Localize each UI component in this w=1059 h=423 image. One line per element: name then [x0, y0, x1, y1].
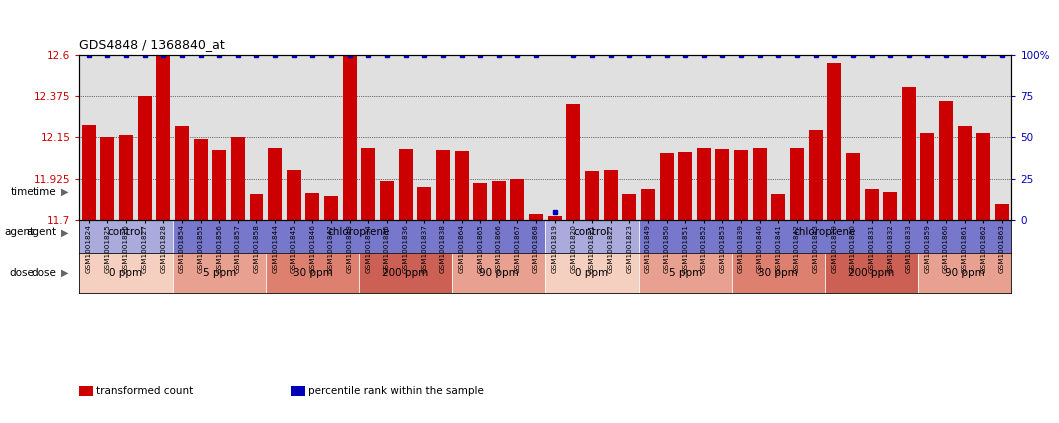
- Bar: [957, 126, 972, 220]
- Bar: [585, 171, 599, 220]
- Bar: [883, 192, 897, 220]
- Bar: [995, 204, 1009, 220]
- Bar: [268, 148, 282, 220]
- Text: agent: agent: [26, 228, 56, 237]
- Bar: [918, 253, 1011, 294]
- Text: chloroprene: chloroprene: [328, 228, 390, 237]
- Bar: [771, 194, 786, 220]
- Text: 0 ppm: 0 ppm: [575, 268, 609, 278]
- Text: 90 ppm: 90 ppm: [479, 268, 519, 278]
- Bar: [678, 152, 693, 220]
- Bar: [920, 133, 934, 220]
- Bar: [287, 170, 301, 220]
- Bar: [530, 214, 543, 220]
- Bar: [305, 193, 320, 220]
- Text: ▶: ▶: [60, 187, 68, 197]
- Text: 5 d: 5 d: [304, 187, 321, 197]
- Bar: [753, 148, 767, 220]
- Bar: [82, 125, 95, 220]
- Bar: [825, 253, 918, 294]
- Bar: [173, 253, 266, 294]
- Bar: [827, 63, 841, 220]
- Bar: [939, 101, 953, 220]
- Bar: [660, 153, 674, 220]
- Bar: [212, 150, 227, 220]
- Bar: [545, 212, 639, 253]
- Bar: [846, 153, 860, 220]
- Bar: [976, 133, 990, 220]
- Bar: [567, 104, 580, 220]
- Bar: [361, 148, 375, 220]
- Bar: [101, 137, 114, 220]
- Bar: [716, 149, 730, 220]
- Bar: [436, 150, 450, 220]
- Bar: [173, 212, 545, 253]
- Text: 200 ppm: 200 ppm: [848, 268, 895, 278]
- Bar: [380, 181, 394, 220]
- Text: time: time: [11, 187, 35, 197]
- Bar: [732, 253, 825, 294]
- Text: agent: agent: [4, 228, 35, 237]
- Bar: [902, 87, 916, 220]
- Text: time: time: [33, 187, 56, 197]
- Bar: [157, 55, 170, 220]
- Bar: [491, 181, 506, 220]
- Bar: [398, 149, 413, 220]
- Bar: [623, 194, 636, 220]
- Text: 5 ppm: 5 ppm: [668, 268, 702, 278]
- Text: 200 ppm: 200 ppm: [382, 268, 429, 278]
- Bar: [417, 187, 431, 220]
- Text: percentile rank within the sample: percentile rank within the sample: [308, 386, 484, 396]
- Bar: [119, 135, 133, 220]
- Text: 30 ppm: 30 ppm: [292, 268, 333, 278]
- Bar: [452, 253, 545, 294]
- Bar: [545, 253, 639, 294]
- Bar: [79, 253, 173, 294]
- Bar: [790, 148, 804, 220]
- Bar: [864, 189, 879, 220]
- Text: ▶: ▶: [60, 268, 68, 278]
- Text: 90 ppm: 90 ppm: [945, 268, 985, 278]
- Text: 15 d: 15 d: [767, 187, 790, 197]
- Bar: [194, 139, 208, 220]
- Text: control: control: [574, 228, 610, 237]
- Bar: [641, 189, 654, 220]
- Bar: [510, 179, 524, 220]
- Bar: [266, 253, 359, 294]
- Bar: [604, 170, 617, 220]
- Bar: [138, 96, 151, 220]
- Bar: [359, 253, 452, 294]
- Text: 5 ppm: 5 ppm: [202, 268, 236, 278]
- Bar: [324, 196, 338, 220]
- Bar: [545, 171, 1011, 212]
- Bar: [343, 55, 357, 220]
- Text: ▶: ▶: [60, 228, 68, 237]
- Bar: [639, 212, 1011, 253]
- Bar: [231, 137, 245, 220]
- Bar: [548, 216, 561, 220]
- Bar: [454, 151, 468, 220]
- Text: dose: dose: [32, 268, 56, 278]
- Text: 0 ppm: 0 ppm: [109, 268, 143, 278]
- Bar: [79, 171, 545, 212]
- Bar: [639, 253, 732, 294]
- Text: chloroprene: chloroprene: [794, 228, 856, 237]
- Bar: [250, 194, 264, 220]
- Text: control: control: [108, 228, 144, 237]
- Bar: [79, 212, 173, 253]
- Text: transformed count: transformed count: [96, 386, 194, 396]
- Bar: [697, 148, 711, 220]
- Text: GDS4848 / 1368840_at: GDS4848 / 1368840_at: [79, 38, 226, 51]
- Text: 30 ppm: 30 ppm: [758, 268, 798, 278]
- Bar: [473, 183, 487, 220]
- Bar: [809, 130, 823, 220]
- Text: dose: dose: [10, 268, 35, 278]
- Bar: [175, 126, 189, 220]
- Bar: [734, 150, 748, 220]
